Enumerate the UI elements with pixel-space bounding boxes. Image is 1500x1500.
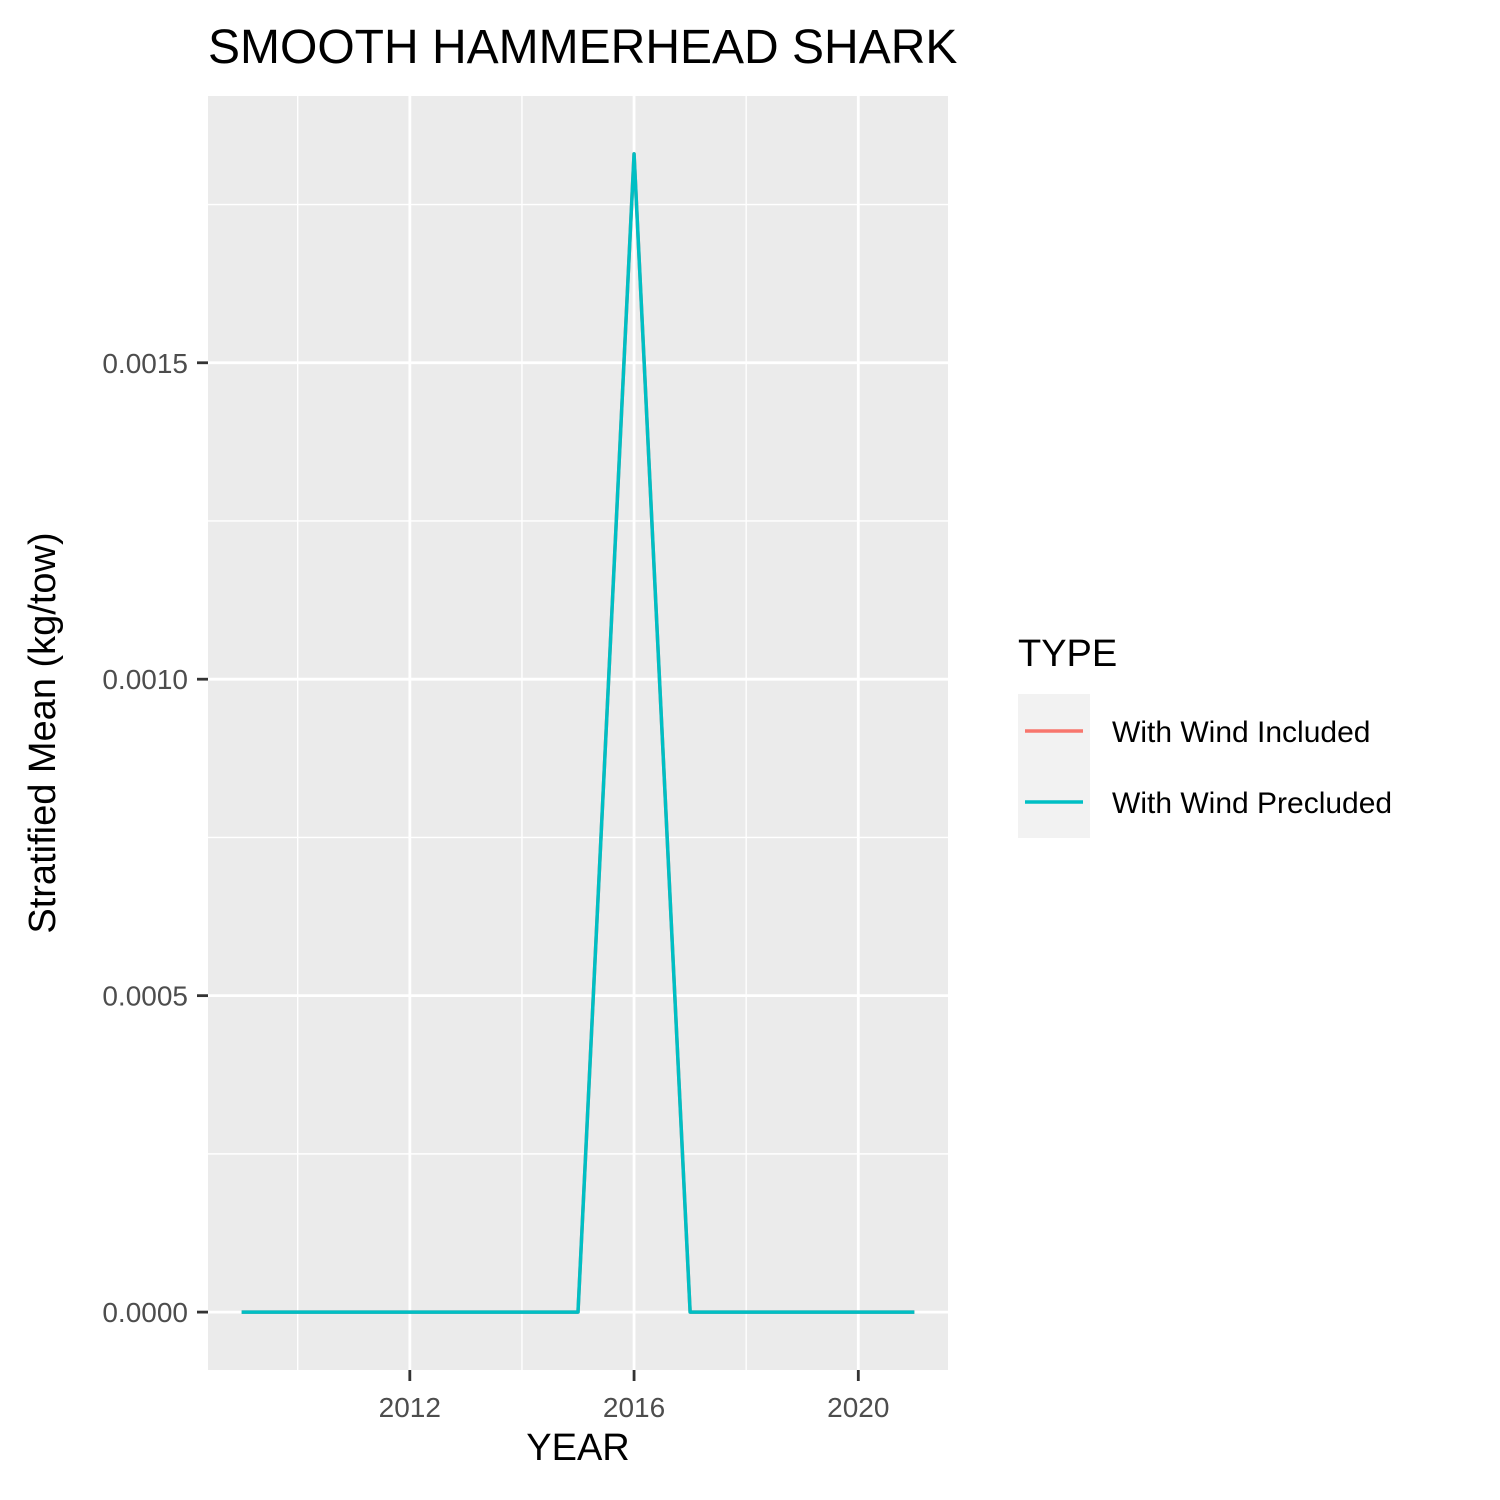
plot-panel <box>208 96 948 1370</box>
x-axis: 2012 2016 2020 <box>379 1370 889 1423</box>
x-tick-label: 2016 <box>603 1392 665 1423</box>
x-axis-title: YEAR <box>526 1427 629 1469</box>
y-tick-label: 0.0005 <box>102 981 188 1012</box>
x-tick-label: 2012 <box>379 1392 441 1423</box>
y-tick-label: 0.0010 <box>102 664 188 695</box>
series-lines <box>241 152 915 1314</box>
y-tick-label: 0.0015 <box>102 348 188 379</box>
y-tick-label: 0.0000 <box>102 1297 188 1328</box>
y-axis: 0.0000 0.0005 0.0010 0.0015 <box>102 348 208 1328</box>
x-tick-label: 2020 <box>827 1392 889 1423</box>
chart-title: SMOOTH HAMMERHEAD SHARK <box>208 21 957 74</box>
legend-item-with-wind-precluded: With Wind Precluded <box>1025 787 1392 820</box>
legend-label-with-wind-included: With Wind Included <box>1112 716 1370 749</box>
minor-gridlines <box>208 96 948 1370</box>
legend: TYPE With Wind Included With Wind Preclu… <box>1018 633 1392 838</box>
y-axis-title: Stratified Mean (kg/tow) <box>22 532 64 933</box>
legend-title: TYPE <box>1018 633 1117 675</box>
series-line-with-wind-precluded <box>241 152 915 1314</box>
legend-key-background <box>1018 694 1090 838</box>
legend-item-with-wind-included: With Wind Included <box>1025 716 1370 749</box>
legend-label-with-wind-precluded: With Wind Precluded <box>1112 787 1392 820</box>
